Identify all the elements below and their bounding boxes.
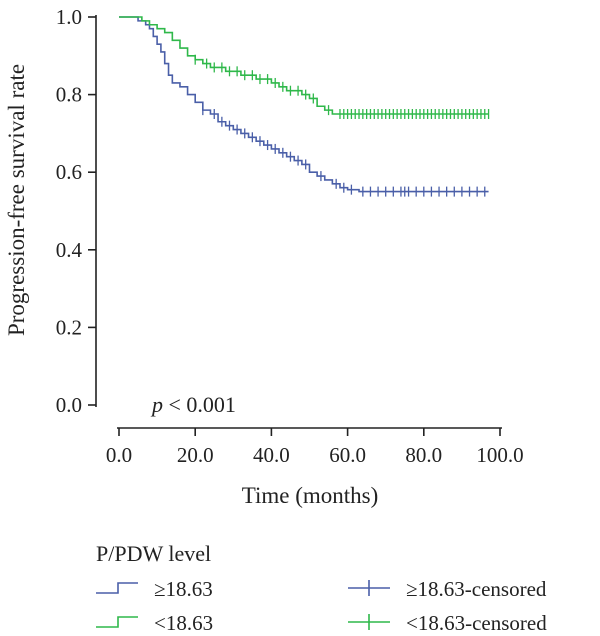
legend-censor-icon (348, 580, 390, 596)
x-tick-label: 40.0 (253, 443, 290, 467)
x-tick-label: 60.0 (329, 443, 366, 467)
axes-layer: 0.0 0.2 0.4 0.6 0.8 1.0 0.0 20.0 40.0 60.0 80.0 100… (56, 5, 524, 467)
y-axis-title: Progression-free survival rate (4, 64, 29, 336)
legend-step-icon (96, 582, 138, 594)
x-tick-label: 80.0 (405, 443, 442, 467)
legend-step-icon (96, 616, 138, 628)
legend-label: ≥18.63 (154, 577, 213, 601)
x-tick-label: 20.0 (177, 443, 214, 467)
x-axis-title: Time (months) (242, 483, 379, 508)
y-tick-label: 1.0 (56, 5, 82, 29)
legend-entry: <18.63 (96, 611, 213, 635)
x-tick-label: 0.0 (106, 443, 132, 467)
series-0 (119, 16, 489, 197)
legend-title: P/PDW level (96, 541, 211, 566)
y-tick-label: 0.6 (56, 160, 82, 184)
p-value-symbol: p (150, 392, 163, 417)
series-1 (119, 16, 490, 119)
legend: P/PDW level ≥18.63 ≥18.63-censored <18.63 <… (96, 541, 547, 635)
series-layer (119, 16, 490, 197)
legend-label: <18.63 (154, 611, 213, 635)
series-line (119, 16, 489, 115)
legend-entry: ≥18.63 (96, 577, 213, 601)
legend-label: <18.63-censored (406, 611, 547, 635)
legend-censor-icon (348, 614, 390, 630)
p-value-annotation: p < 0.001 (150, 392, 236, 417)
y-tick-label: 0.0 (56, 393, 82, 417)
p-value-text: < 0.001 (163, 392, 236, 417)
legend-entry: <18.63-censored (348, 611, 547, 635)
y-tick-label: 0.8 (56, 83, 82, 107)
series-line (119, 16, 489, 193)
y-tick-label: 0.4 (56, 238, 83, 262)
legend-entry: ≥18.63-censored (348, 577, 547, 601)
legend-label: ≥18.63-censored (406, 577, 547, 601)
y-tick-label: 0.2 (56, 315, 82, 339)
x-tick-label: 100.0 (476, 443, 523, 467)
